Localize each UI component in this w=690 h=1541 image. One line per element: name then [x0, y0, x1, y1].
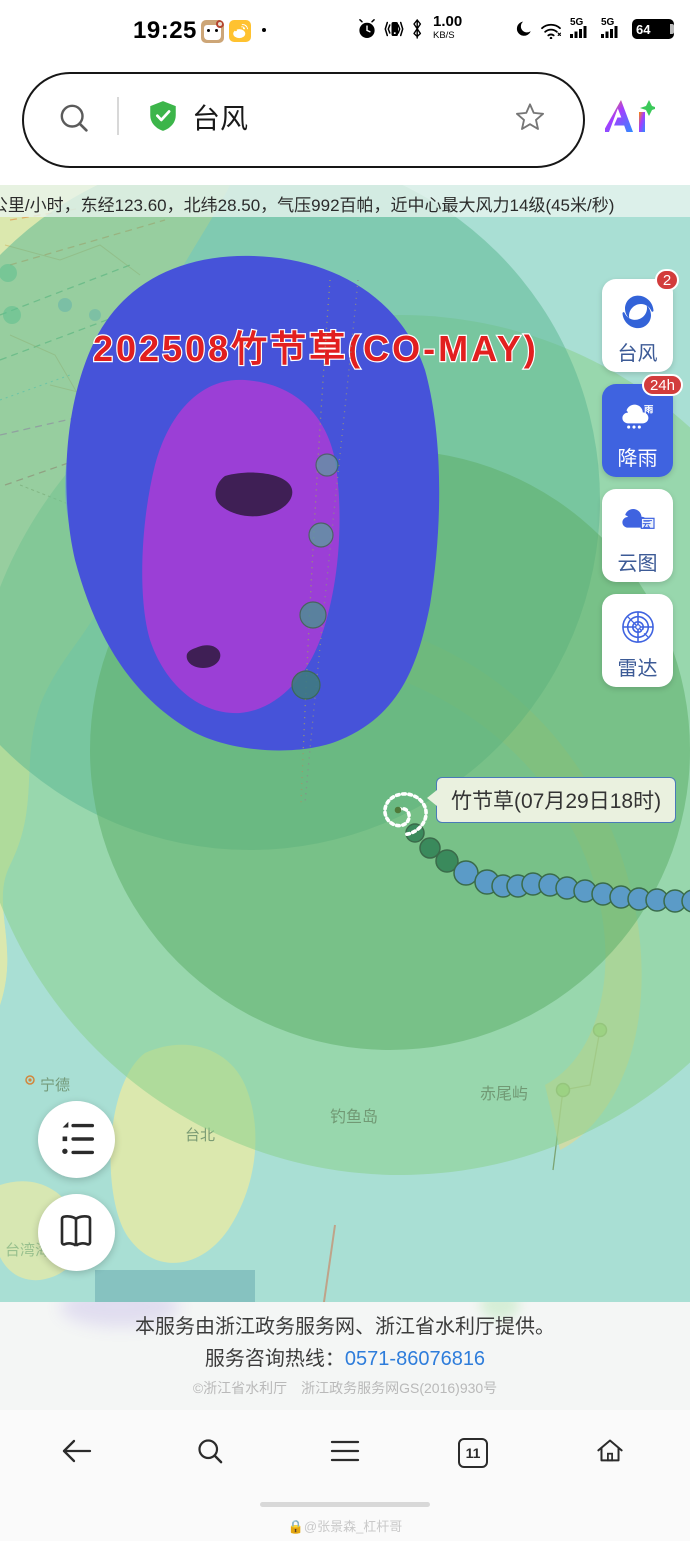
- svg-text:宁德: 宁德: [40, 1076, 70, 1094]
- svg-text:雨: 雨: [644, 405, 654, 415]
- svg-text:云: 云: [642, 519, 651, 529]
